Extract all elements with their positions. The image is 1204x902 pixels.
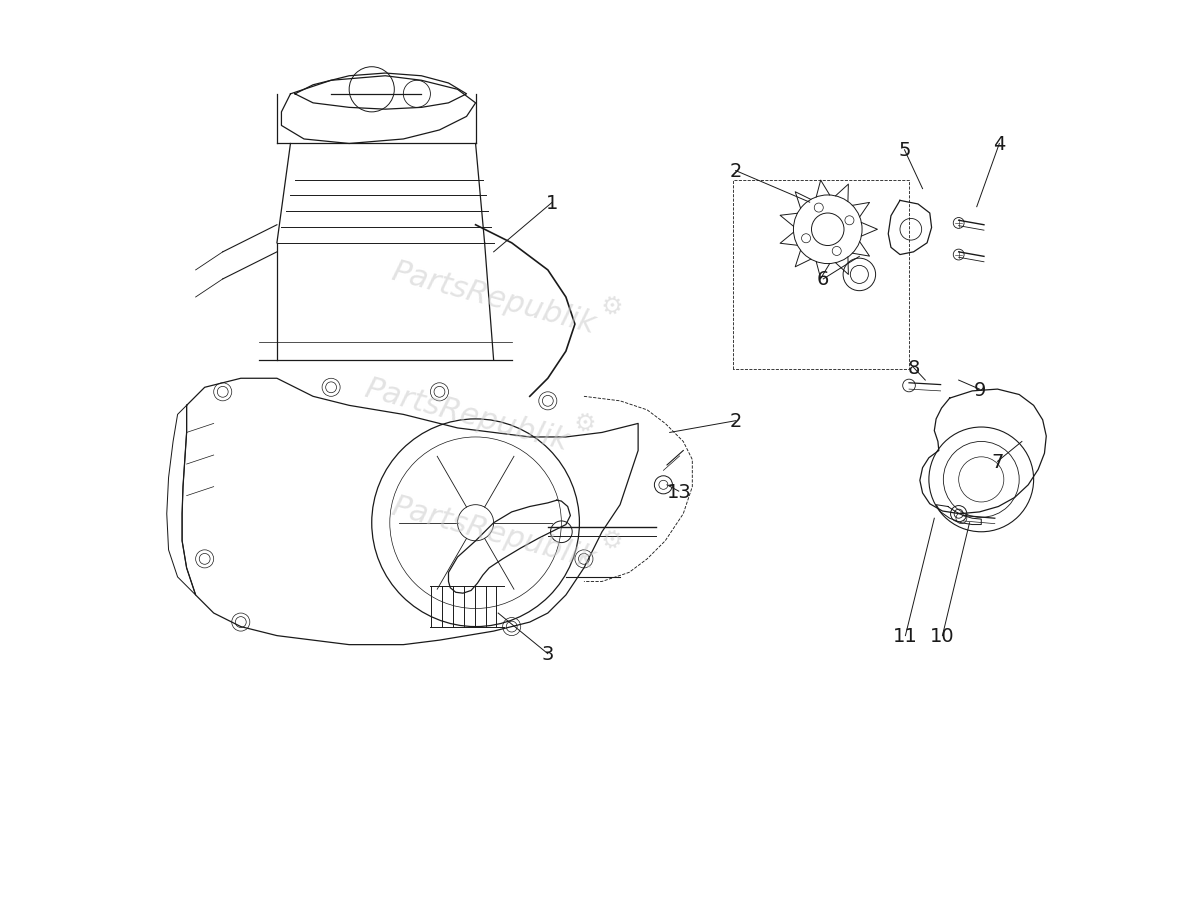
- Text: PartsRepublik: PartsRepublik: [389, 256, 598, 339]
- Text: 9: 9: [973, 380, 986, 400]
- Text: 10: 10: [931, 626, 955, 646]
- Text: 2: 2: [730, 161, 742, 181]
- Text: PartsRepublik: PartsRepublik: [361, 373, 572, 456]
- Text: ⚙: ⚙: [597, 527, 625, 556]
- Text: 7: 7: [991, 452, 1004, 472]
- Text: 13: 13: [666, 482, 691, 502]
- Text: 2: 2: [730, 411, 742, 431]
- Text: 11: 11: [893, 626, 917, 646]
- Text: 8: 8: [908, 358, 920, 378]
- Text: 3: 3: [542, 644, 554, 664]
- Text: ⚙: ⚙: [571, 410, 597, 438]
- Text: 6: 6: [818, 270, 830, 290]
- Text: 1: 1: [547, 193, 559, 213]
- Text: PartsRepublik: PartsRepublik: [389, 491, 598, 574]
- Text: 4: 4: [993, 134, 1005, 154]
- Text: ⚙: ⚙: [597, 292, 625, 321]
- Text: 5: 5: [898, 141, 910, 161]
